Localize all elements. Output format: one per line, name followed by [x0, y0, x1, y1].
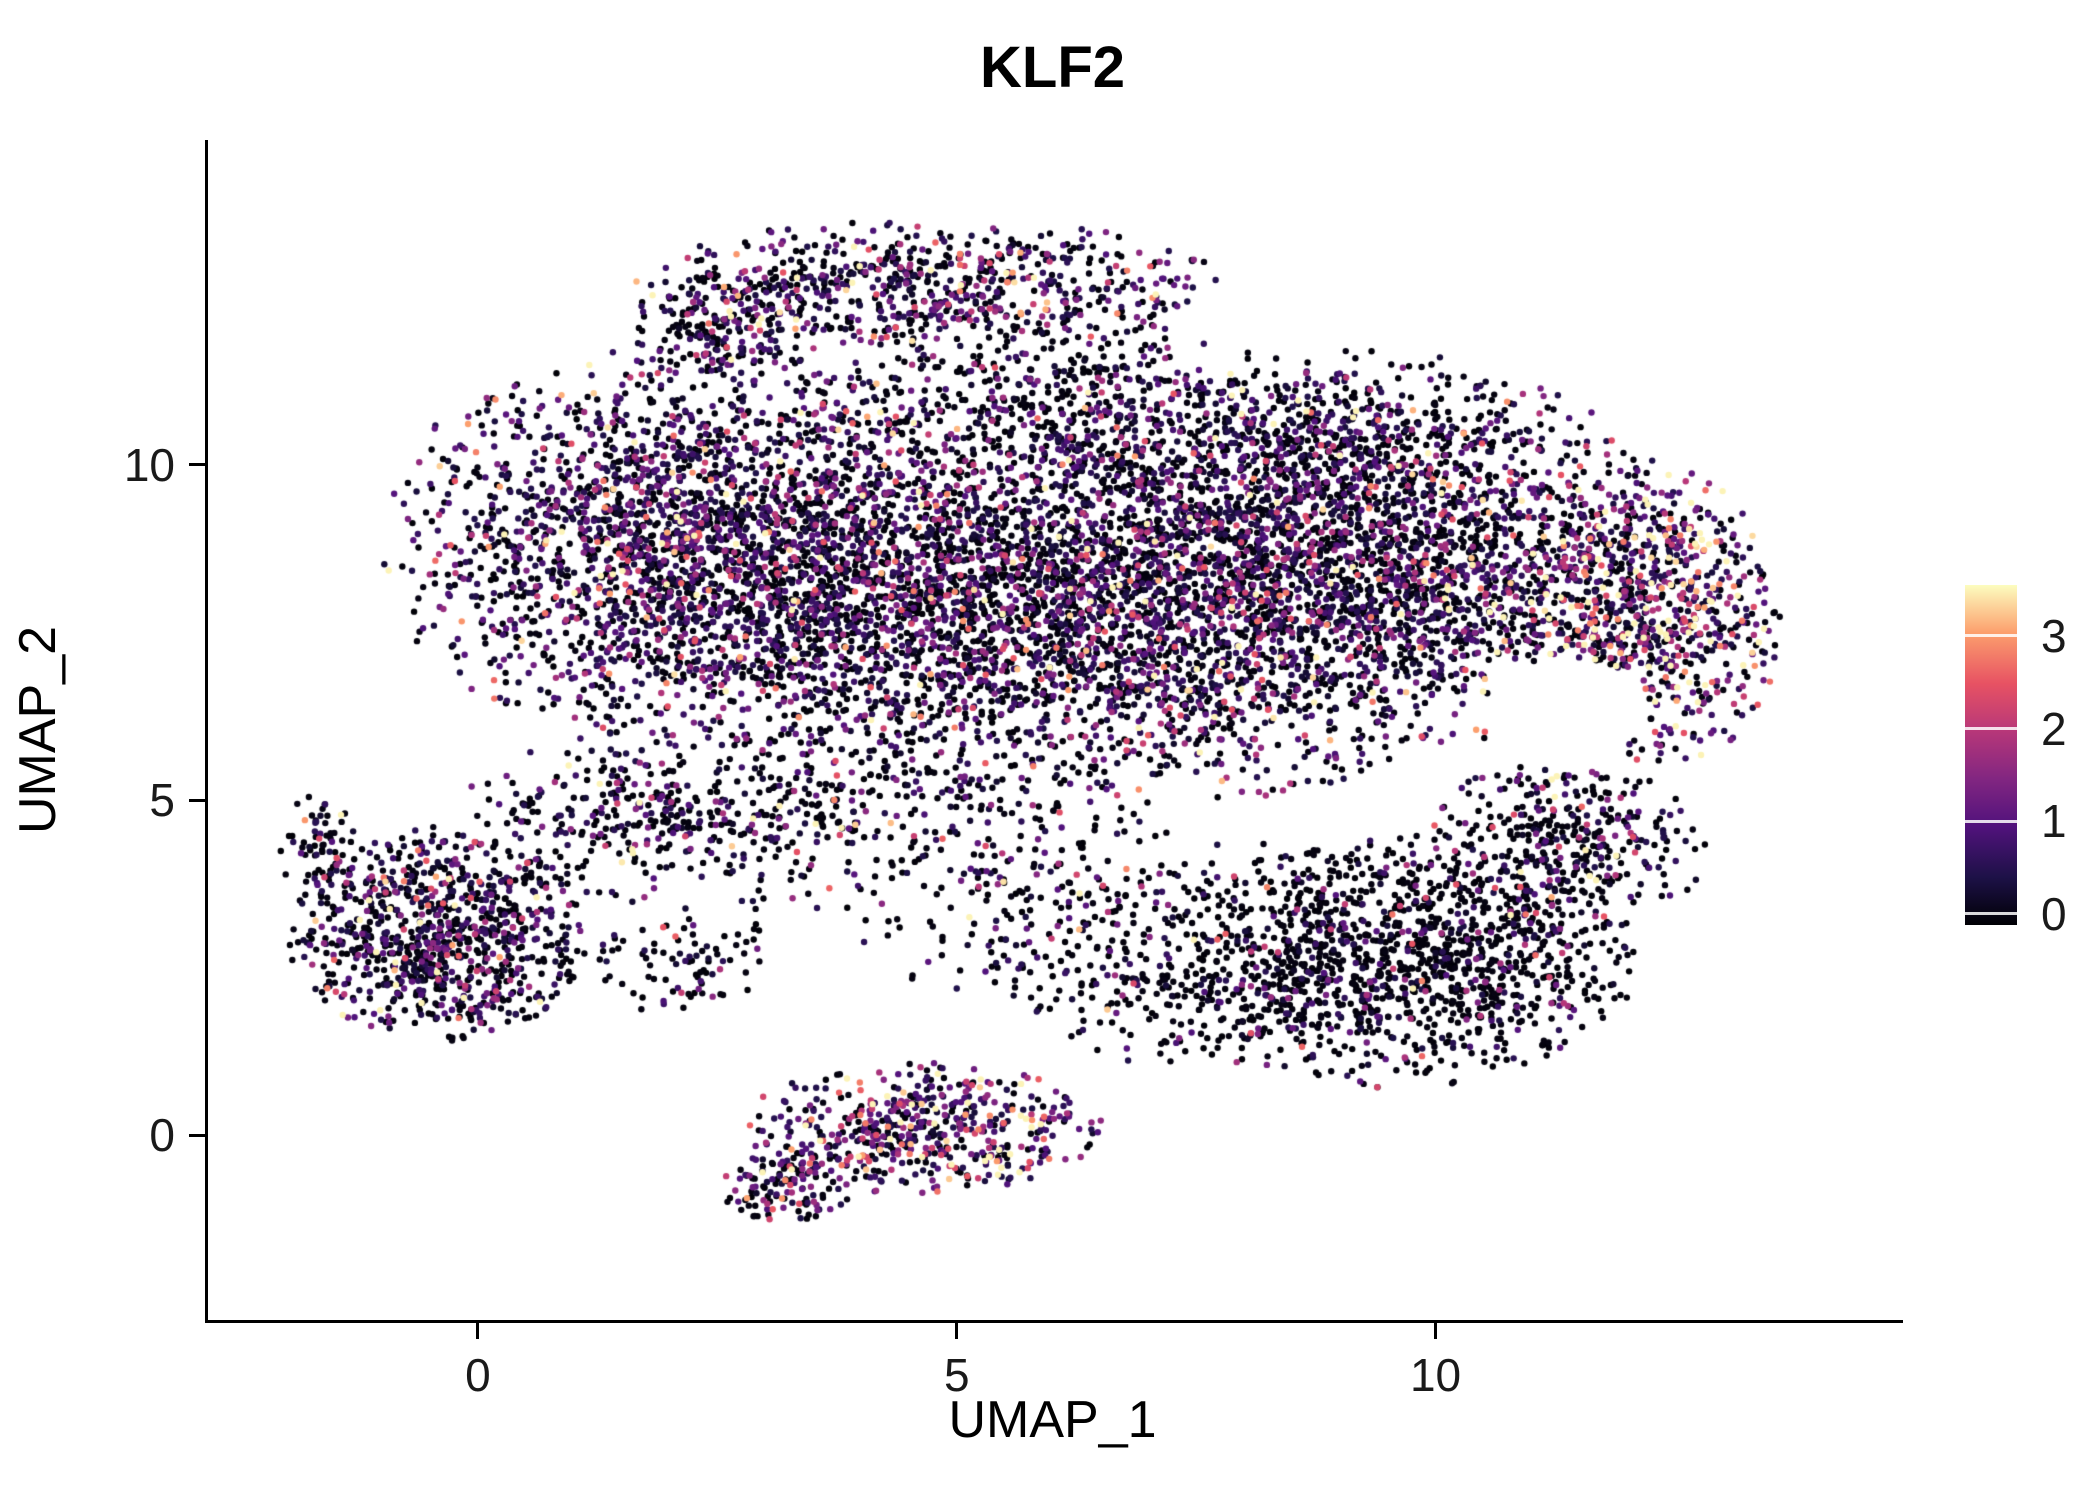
colorbar-tick-mark — [1965, 912, 2017, 916]
x-tick-label-0: 0 — [465, 1349, 491, 1401]
colorbar-tick-mark — [1965, 819, 2017, 823]
colorbar-tick-label-1: 1 — [2041, 795, 2067, 848]
colorbar — [1965, 585, 2017, 925]
plot-area — [205, 140, 1903, 1323]
y-tick-label-2: 10 — [123, 438, 175, 491]
x-tick-mark — [476, 1323, 480, 1339]
chart-title: KLF2 — [980, 35, 1125, 100]
y-tick-label-0: 0 — [149, 1109, 175, 1162]
y-tick-mark — [189, 463, 205, 467]
colorbar-tick-label-3: 3 — [2041, 609, 2067, 662]
x-tick-label-1: 5 — [943, 1349, 970, 1401]
y-tick-mark — [189, 1133, 205, 1137]
y-tick-mark — [189, 798, 205, 802]
x-tick-mark — [1434, 1323, 1438, 1339]
x-axis-label: UMAP_1 — [948, 1391, 1157, 1449]
colorbar-tick-label-2: 2 — [2041, 702, 2067, 755]
x-tick-mark — [955, 1323, 959, 1339]
colorbar-tick-label-0: 0 — [2041, 887, 2067, 940]
scatter-canvas — [208, 140, 1903, 1320]
colorbar-tick-mark — [1965, 634, 2017, 638]
colorbar-tick-mark — [1965, 727, 2017, 731]
x-tick-label-2: 10 — [1409, 1349, 1462, 1401]
y-tick-label-1: 5 — [149, 774, 175, 827]
